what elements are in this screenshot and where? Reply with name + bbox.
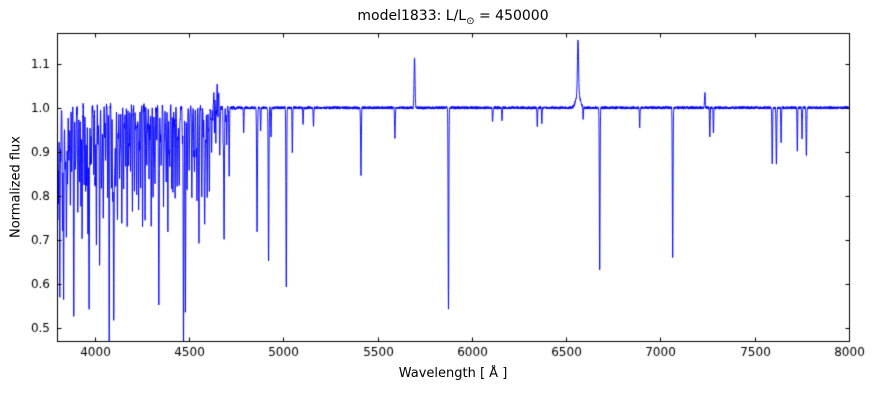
chart-title-prefix: model1833: L/L (357, 8, 467, 24)
sun-symbol: ⊙ (466, 15, 475, 27)
y-axis-label: Normalized flux (8, 136, 24, 238)
chart-title: model1833: L/L⊙ = 450000 (57, 8, 849, 27)
x-axis-label: Wavelength [ Å ] (398, 366, 508, 381)
chart-title-suffix: = 450000 (474, 8, 549, 24)
